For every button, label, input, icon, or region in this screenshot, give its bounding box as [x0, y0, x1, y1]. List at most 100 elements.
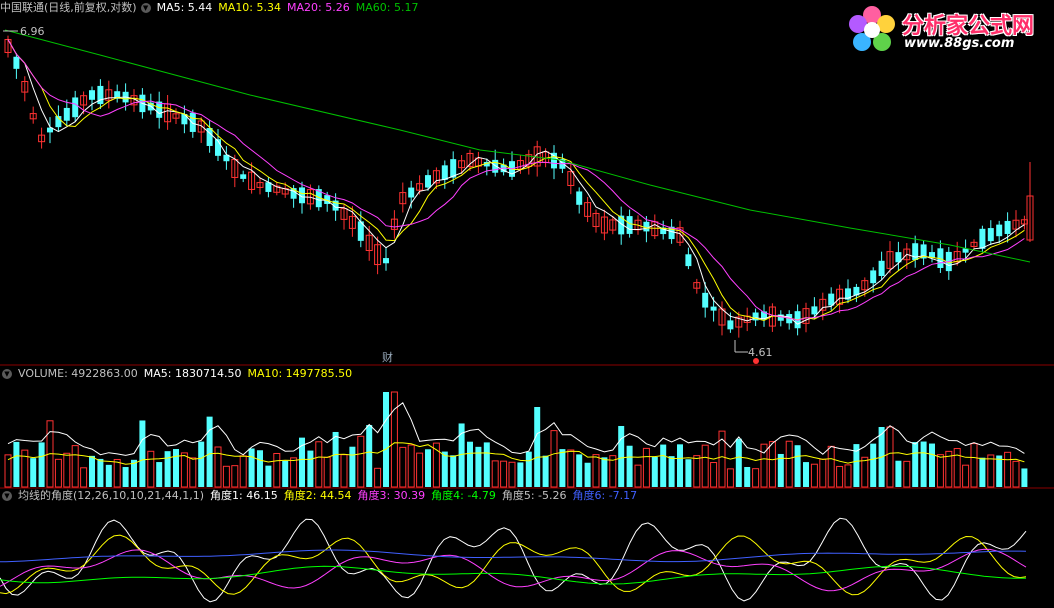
volume-bar-down [517, 462, 524, 487]
collapse-toggle-icon[interactable]: ▼ [2, 491, 12, 501]
volume-ma10-line [7, 442, 1025, 465]
candle-body-down [97, 85, 104, 105]
candle-body-up [80, 95, 88, 106]
angle6-line [0, 549, 1027, 563]
volume-bar-up [432, 442, 440, 488]
candle-body-down [685, 254, 692, 267]
candle-body-down [929, 252, 935, 258]
candle-body-down [996, 224, 1003, 237]
volume-bar-down [257, 450, 263, 487]
candle-body-up [819, 298, 827, 311]
volume-bar-up [323, 456, 331, 488]
collapse-toggle-icon[interactable]: ▼ [140, 3, 151, 13]
volume-bar-up [634, 464, 642, 488]
collapse-toggle-icon[interactable]: ▼ [2, 369, 12, 379]
volume-bar-down [307, 450, 314, 487]
candle-body-down [576, 191, 583, 205]
volume-bar-up [836, 465, 844, 488]
volume-bar-down [483, 442, 490, 487]
volume-bar-up [903, 460, 911, 488]
volume-bar-up [726, 468, 734, 488]
angle2-line [0, 534, 1027, 596]
angle4-line [0, 565, 1026, 585]
main-panel-header: 中国联通(日线,前复权,对数) ▼ MA5: 5.44 MA10: 5.34 MA20:… [0, 1, 424, 15]
volume-bar-up [71, 445, 79, 488]
high-price-label: 6.96 [20, 25, 45, 38]
candle-body-up [432, 170, 440, 184]
candle-body-down [979, 228, 986, 249]
candle-body-down [425, 175, 431, 188]
volume-bar-down [677, 444, 683, 487]
candle-body-up [676, 227, 684, 243]
volume-bar-down [794, 445, 801, 487]
volume-bar-up [567, 449, 575, 488]
candle-body-down [441, 165, 448, 180]
volume-bar-up [315, 441, 323, 488]
candle-body-down [626, 216, 633, 234]
candle-body-up [273, 185, 281, 193]
volume-bar-up [768, 441, 776, 488]
volume-bar-up [609, 455, 617, 488]
candle-body-up [29, 113, 37, 120]
volume-bar-up [374, 467, 382, 488]
volume-bar-down [122, 467, 129, 487]
volume-bar-down [131, 459, 137, 487]
volume-bar-down [534, 407, 541, 487]
angle2-value: 角度2: 44.54 [283, 489, 352, 502]
candle-body-up [248, 171, 256, 190]
volume-bar-up [491, 460, 499, 488]
candle-body-down [189, 112, 196, 132]
candle-body-up [390, 218, 398, 230]
volume-bar-down [1021, 468, 1028, 487]
candle-body-down [702, 292, 709, 308]
volume-bar-down [383, 392, 389, 487]
volume-bar-up [189, 457, 197, 488]
candle-body-down [828, 293, 835, 306]
candle-body-down [710, 306, 717, 311]
volume-bar-down [30, 458, 37, 487]
volume-bar-up [886, 426, 894, 488]
volume-bar-up [416, 452, 424, 488]
candle-body-up [836, 288, 844, 305]
angle6-value: 角度6: -7.17 [572, 489, 638, 502]
volume-bar-up [592, 454, 600, 488]
volume-bar-down [282, 460, 289, 487]
volume-bar-down [475, 446, 482, 487]
candle-body-up [399, 192, 407, 205]
ma10-value: MA10: 5.34 [218, 1, 282, 14]
angle-indicator-title: 均线的角度(12,26,10,10,21,44,1,1) [18, 489, 205, 502]
candle-body-up [609, 219, 617, 231]
candlestick-series [4, 35, 1034, 338]
candle-body-down [114, 91, 121, 99]
volume-bar-up [844, 464, 852, 488]
candle-body-down [240, 174, 247, 179]
low-price-label: 4.61 [748, 346, 773, 359]
volume-bar-down [13, 441, 20, 487]
volume-bar-up [701, 444, 709, 488]
candle-body-down [450, 159, 457, 178]
volume-bar-up [718, 430, 726, 488]
candle-body-up [886, 251, 894, 269]
finance-event-label[interactable]: 财 [382, 351, 393, 364]
candle-body-up [416, 183, 424, 191]
candle-body-down [13, 56, 20, 69]
candle-body-down [878, 260, 885, 277]
volume-bar-up [810, 463, 818, 488]
candle-body-down [551, 152, 557, 169]
volume-bar-down [979, 457, 986, 487]
ma60-value: MA60: 5.17 [355, 1, 419, 14]
candle-body-up [172, 113, 180, 119]
volume-bar-down [559, 449, 566, 487]
volume-bar-up [399, 446, 407, 488]
volume-bar-down [777, 453, 784, 487]
volume-bar-down [156, 462, 163, 487]
candle-body-down [223, 154, 230, 162]
volume-bar-up [936, 454, 944, 488]
volume-bar-down [173, 449, 179, 487]
candle-body-down [483, 161, 490, 167]
volume-bar-up [214, 446, 222, 488]
ma10-line [7, 39, 1025, 322]
site-logo: 分析家公式网 www.88gs.com [846, 4, 1046, 56]
logo-url-text: www.88gs.com [904, 36, 1015, 51]
